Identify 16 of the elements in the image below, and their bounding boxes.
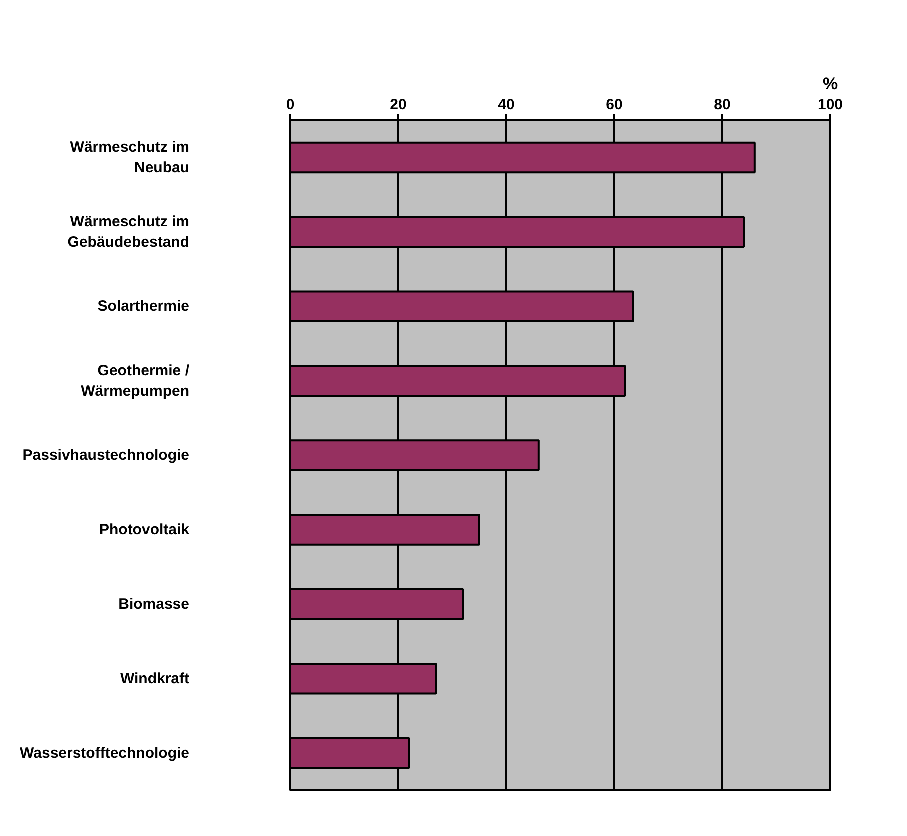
x-tick-label: 40 (498, 96, 515, 114)
y-tick-label: Wärmeschutz im Neubau (70, 139, 190, 176)
y-tick-label: Windkraft (120, 670, 190, 688)
y-tick-label: Wärmeschutz im Gebäudebestand (68, 213, 190, 251)
x-axis-title: % (822, 74, 838, 94)
y-tick-label: Geothermie / Wärmepumpen (81, 362, 190, 400)
y-tick-label: Passivhaustechnologie (22, 447, 190, 464)
x-tick-label: 0 (286, 96, 295, 114)
y-tick-label: Photovoltaik (99, 521, 190, 538)
y-tick-label: Solarthermie (98, 298, 190, 316)
x-tick-label: 100 (818, 96, 844, 114)
x-tick-label: 20 (390, 96, 407, 114)
x-tick-label: 60 (606, 96, 623, 114)
y-tick-label: Wasserstofftechnologie (20, 744, 190, 762)
y-tick-label: Biomasse (118, 596, 190, 613)
x-tick-label: 80 (714, 96, 731, 114)
